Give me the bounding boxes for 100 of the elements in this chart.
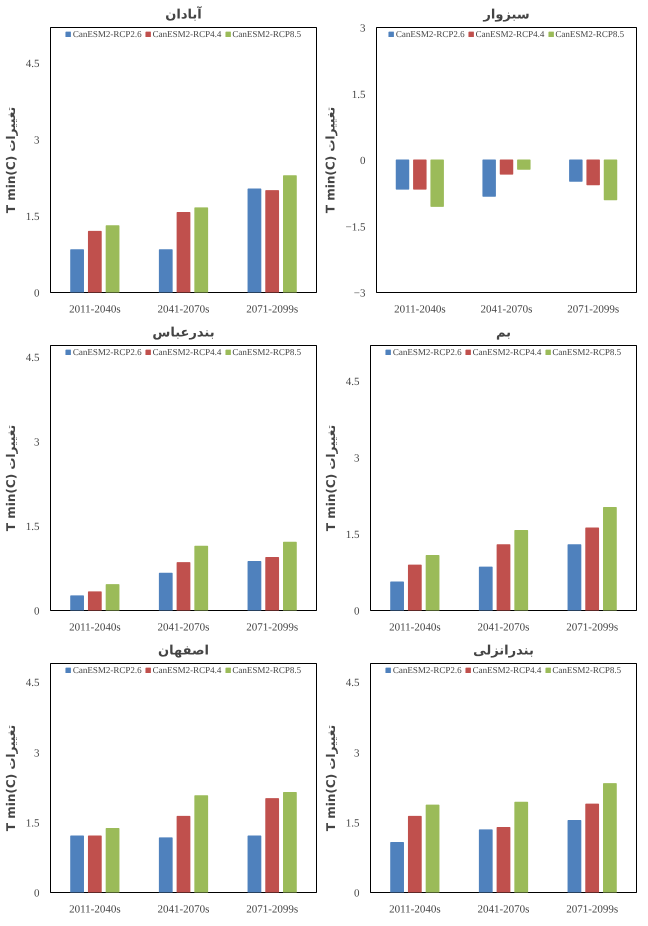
x-tick-label: 2071-2099s [566, 904, 618, 916]
legend-label: CanESM2-RCP4.4 [152, 29, 222, 39]
y-tick-label: 3 [34, 747, 40, 760]
bar [158, 572, 173, 610]
bar [568, 820, 582, 892]
chart-title: اصفهان [158, 644, 209, 658]
x-tick-label: 2041-2070s [480, 304, 532, 316]
x-tick-label: 2071-2099s [246, 304, 298, 316]
x-tick-label: 2011-2040s [389, 904, 441, 916]
x-tick-label: 2011-2040s [394, 304, 446, 316]
legend-label: CanESM2-RCP2.6 [392, 665, 462, 675]
x-tick-label: 2041-2070s [158, 304, 210, 316]
legend-label: CanESM2-RCP4.4 [152, 347, 222, 357]
y-tick-label: 0 [34, 888, 40, 900]
bar [408, 564, 422, 610]
bar [283, 542, 297, 610]
x-tick-label: 2011-2040s [69, 304, 121, 316]
y-tick-label: 3 [34, 134, 40, 147]
legend-label: CanESM2-RCP2.6 [72, 665, 142, 675]
bar [88, 230, 102, 292]
legend-label: CanESM2-RCP4.4 [472, 665, 542, 675]
bar [390, 581, 404, 610]
y-tick-label: 1.5 [346, 817, 360, 830]
chart-title: آبادان [165, 6, 202, 22]
bar [585, 804, 600, 892]
y-tick-label: 0 [360, 155, 366, 167]
x-tick-label: 2041-2070s [158, 622, 210, 634]
legend-label: CanESM2-RCP8.5 [232, 347, 302, 357]
bar [176, 562, 190, 610]
bar [70, 249, 84, 292]
y-tick-label: 3 [34, 436, 40, 448]
y-tick-label: 4.5 [26, 677, 40, 690]
bar [426, 804, 440, 892]
bar [176, 212, 190, 292]
y-tick-label: 0 [354, 888, 360, 900]
bar [514, 530, 528, 610]
bar [496, 544, 510, 610]
bar [194, 795, 208, 892]
y-tick-label: 1.5 [26, 520, 40, 533]
y-axis-title: T min(C) تغییرات [4, 106, 18, 214]
bar [248, 188, 262, 292]
legend-label: CanESM2-RCP4.4 [152, 665, 222, 675]
legend-label: CanESM2-RCP8.5 [555, 29, 624, 39]
y-tick-label: 0 [354, 606, 360, 618]
y-tick-label: 4.5 [26, 58, 40, 70]
y-tick-label: 3 [354, 452, 360, 465]
bar [70, 835, 84, 892]
y-tick-label: 4.5 [346, 376, 360, 388]
bar [585, 527, 600, 610]
legend-label: CanESM2-RCP8.5 [232, 665, 302, 675]
y-tick-label: 0 [34, 288, 40, 300]
chart-title: بندرانزلی [473, 644, 534, 658]
x-tick-label: 2071-2099s [567, 304, 620, 316]
bar [478, 566, 493, 610]
legend-label: CanESM2-RCP8.5 [552, 347, 622, 357]
bar [106, 225, 120, 292]
y-tick-label: 1.5 [26, 817, 40, 830]
x-tick-label: 2041-2070s [478, 622, 530, 634]
bar [408, 816, 422, 892]
bar [88, 835, 102, 892]
bar [283, 792, 297, 892]
bar [603, 507, 617, 610]
bar [248, 560, 262, 610]
chart-title: سبزوار [482, 8, 530, 22]
y-tick-label: 3 [360, 22, 366, 34]
y-tick-label: 3 [354, 747, 360, 760]
y-axis-title: T min(C) تغییرات [324, 106, 338, 214]
y-tick-label: 1.5 [26, 211, 40, 224]
legend-label: CanESM2-RCP2.6 [72, 347, 142, 357]
bar [194, 207, 208, 292]
bar [568, 544, 582, 610]
bar [265, 557, 280, 610]
y-axis-title: T min(C) تغییرات [4, 724, 18, 832]
chart-title: بم [496, 326, 512, 340]
bar [88, 591, 102, 610]
bar [265, 190, 280, 292]
y-tick-label: 0 [34, 606, 40, 618]
y-axis-title: T min(C) تغییرات [324, 424, 338, 532]
bar [106, 828, 120, 892]
y-tick-label: −3 [354, 288, 366, 300]
x-tick-label: 2071-2099s [566, 622, 618, 634]
legend-label: CanESM2-RCP2.6 [72, 29, 142, 39]
y-tick-label: 4.5 [346, 677, 360, 690]
bar [194, 546, 208, 610]
bar [248, 835, 262, 892]
legend-label: CanESM2-RCP8.5 [232, 29, 302, 39]
bar [158, 837, 173, 892]
bar [283, 175, 297, 292]
bar [496, 827, 510, 892]
legend-label: CanESM2-RCP4.4 [476, 29, 544, 39]
chart-title: بندرعباس [152, 326, 215, 340]
legend-label: CanESM2-RCP2.6 [396, 29, 465, 39]
x-tick-label: 2011-2040s [69, 622, 121, 634]
legend-label: CanESM2-RCP4.4 [472, 347, 542, 357]
y-tick-label: 1.5 [346, 529, 360, 542]
bar [106, 584, 120, 610]
bar [265, 798, 280, 892]
y-tick-label: −1.5 [346, 221, 366, 234]
y-axis-title: T min(C) تغییرات [4, 424, 18, 532]
bar [158, 249, 173, 292]
